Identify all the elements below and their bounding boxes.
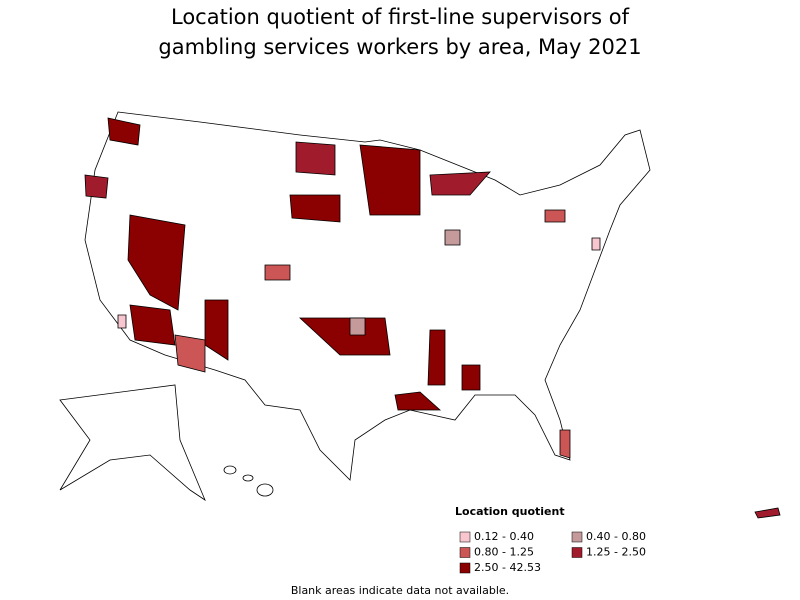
legend-label: 0.80 - 1.25 (474, 546, 534, 559)
region (174, 334, 206, 373)
footnote: Blank areas indicate data not available. (291, 584, 509, 597)
region (544, 209, 566, 223)
region (559, 429, 571, 459)
legend-swatch (571, 547, 583, 558)
region (127, 214, 186, 311)
hawaii (256, 483, 274, 497)
alaska (59, 384, 206, 502)
legend: 0.12 - 0.40 0.40 - 0.80 0.80 - 1.25 1.25 - … (459, 530, 646, 574)
legend-title: Location quotient (455, 505, 565, 518)
region (429, 171, 491, 196)
region (84, 174, 109, 199)
region (359, 144, 421, 216)
region (295, 141, 336, 176)
legend-label: 2.50 - 42.53 (474, 561, 541, 574)
legend-label: 1.25 - 2.50 (586, 546, 646, 559)
region (427, 329, 446, 386)
legend-swatch (459, 531, 471, 543)
region (117, 314, 127, 329)
map (59, 111, 781, 519)
region (349, 317, 366, 336)
legend-swatch (459, 562, 471, 574)
legend-label: 0.40 - 0.80 (586, 530, 646, 543)
hawaii (242, 474, 254, 482)
region (394, 391, 442, 411)
hawaii (223, 465, 237, 475)
legend-swatch (571, 531, 583, 543)
map-title: Location quotient of first-line supervis… (158, 5, 642, 59)
region (461, 364, 481, 391)
region (129, 304, 176, 346)
region (444, 229, 461, 246)
region (107, 117, 141, 146)
region (591, 237, 601, 251)
region (264, 264, 291, 281)
legend-label: 0.12 - 0.40 (474, 530, 534, 543)
region (289, 194, 341, 223)
puerto-rico (754, 507, 781, 519)
legend-swatch (459, 547, 471, 558)
region (204, 299, 229, 361)
